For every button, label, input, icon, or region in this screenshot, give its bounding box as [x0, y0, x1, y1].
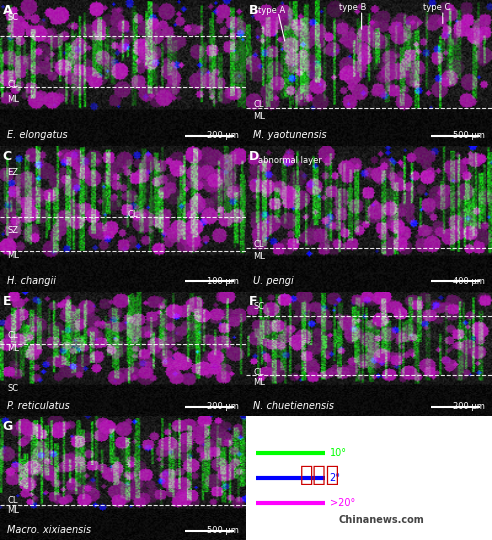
Text: 500 μm: 500 μm: [453, 131, 485, 140]
Text: >20°: >20°: [330, 498, 355, 508]
Text: ML: ML: [253, 378, 265, 387]
Text: 200 μm: 200 μm: [207, 131, 239, 140]
Text: C: C: [2, 150, 12, 163]
Text: ML: ML: [253, 112, 265, 121]
Text: 10°: 10°: [330, 448, 347, 458]
Text: E: E: [2, 295, 11, 308]
Text: E. elongatus: E. elongatus: [7, 130, 68, 140]
Text: ML: ML: [253, 252, 265, 261]
Text: SZ: SZ: [7, 226, 18, 235]
Text: 2°: 2°: [330, 473, 340, 483]
Text: EZ: EZ: [7, 167, 18, 177]
Text: U. pengi: U. pengi: [253, 276, 294, 286]
Text: G: G: [2, 420, 13, 433]
Text: H. changii: H. changii: [7, 276, 57, 286]
Text: type A: type A: [258, 6, 285, 15]
Text: 500 μm: 500 μm: [207, 526, 239, 535]
Text: type C: type C: [423, 3, 451, 12]
Text: 中新网: 中新网: [300, 465, 340, 485]
Text: N. chuetienensis: N. chuetienensis: [253, 401, 335, 411]
Text: CL: CL: [253, 368, 264, 377]
Text: CL: CL: [7, 330, 18, 340]
Text: Chinanews.com: Chinanews.com: [338, 515, 424, 525]
Text: CL: CL: [253, 240, 264, 249]
Text: Macro. xixiaensis: Macro. xixiaensis: [7, 525, 92, 535]
Text: A: A: [2, 4, 12, 17]
Text: CL: CL: [7, 496, 18, 505]
Text: abnormal layer: abnormal layer: [258, 156, 322, 165]
Text: ML: ML: [7, 94, 19, 104]
Text: 400 μm: 400 μm: [453, 277, 485, 286]
Text: SC: SC: [7, 13, 19, 22]
Text: SC: SC: [253, 302, 265, 311]
Text: ML: ML: [7, 505, 19, 515]
Text: D: D: [248, 150, 259, 163]
Text: P. reticulatus: P. reticulatus: [7, 401, 70, 411]
Text: F: F: [248, 295, 257, 308]
Text: B: B: [248, 4, 258, 17]
Text: 100 μm: 100 μm: [207, 277, 239, 286]
Text: SC: SC: [7, 384, 19, 393]
Text: 200 μm: 200 μm: [207, 402, 239, 411]
Text: ML: ML: [7, 344, 19, 353]
Text: ML: ML: [7, 251, 19, 260]
Text: M. yaotunensis: M. yaotunensis: [253, 130, 327, 140]
Text: 200 μm: 200 μm: [453, 402, 485, 411]
Text: CL: CL: [7, 80, 18, 89]
Text: CL: CL: [128, 210, 138, 219]
Text: CL: CL: [253, 100, 264, 110]
Text: type B: type B: [339, 3, 367, 12]
